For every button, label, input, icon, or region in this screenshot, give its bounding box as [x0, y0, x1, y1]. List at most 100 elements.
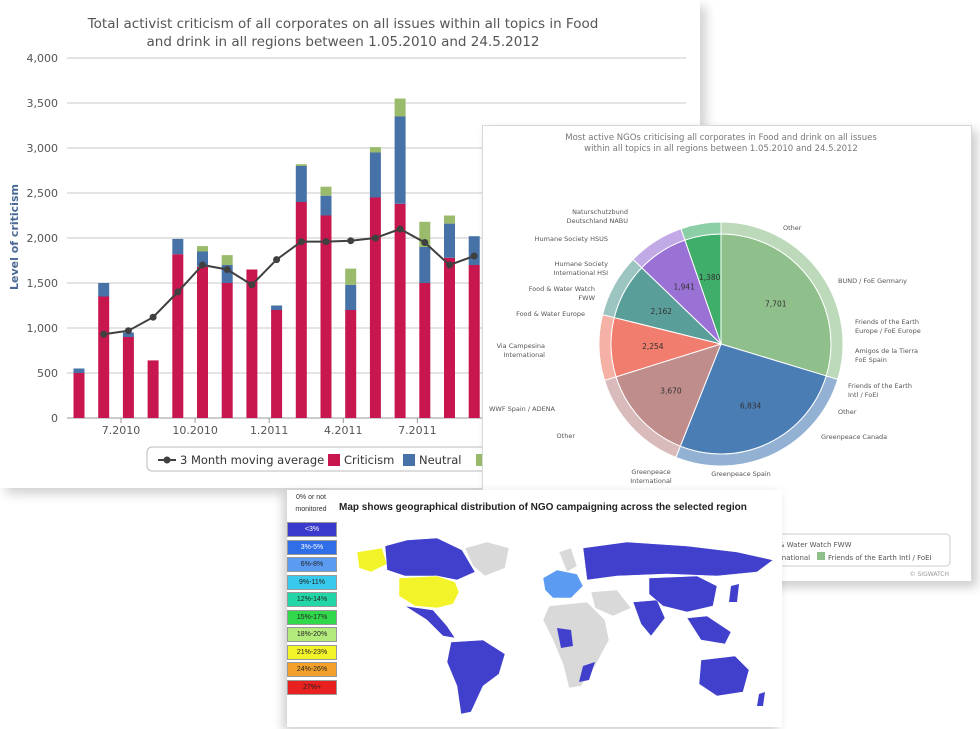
- bar-positive-6: [197, 246, 208, 252]
- y-tick-label: 500: [37, 367, 58, 380]
- pie-outer-label: Other: [783, 224, 802, 232]
- x-tick-label: 1.2011: [250, 424, 289, 437]
- bar-criticism-10: [295, 202, 307, 418]
- pie-outer-label: BUND / FoE Germany: [838, 277, 907, 285]
- moving-average-point-4: [174, 288, 182, 296]
- moving-average-point-9: [297, 238, 305, 246]
- moving-average-point-1: [100, 330, 108, 338]
- pie-outer-label: Intl / FoEI: [848, 391, 878, 399]
- bar-chart-title-line-1: Total activist criticism of all corporat…: [87, 16, 599, 32]
- pie-outer-label: International: [504, 351, 546, 359]
- moving-average-line: [103, 227, 475, 336]
- pie-outer-label: Deutschland NABU: [567, 217, 629, 225]
- bar-neutral-17: [468, 236, 480, 265]
- pie-outer-label: WWF Spain / ADENA: [489, 405, 556, 413]
- pie-legend-label: rnational: [779, 554, 810, 562]
- map-scale-item-10: 24%-26%: [287, 662, 337, 677]
- map-scale-item-9: 21%-23%: [287, 644, 337, 660]
- pie-outer-label: Food & Water Europe: [516, 310, 585, 318]
- map-scale-item-4: 6%-8%: [287, 557, 337, 572]
- bar-criticism-3: [122, 337, 134, 418]
- bar-criticism-5: [172, 254, 184, 418]
- pie-outer-label: Food & Water Watch: [529, 285, 595, 293]
- legend-label: 3 Month moving average: [180, 453, 324, 467]
- pie-legend-label: Friends of the Earth Intl / FoEI: [828, 554, 932, 562]
- bar-positive-12: [345, 268, 357, 285]
- pie-value-label-1: 7,701: [765, 299, 787, 308]
- moving-average-point-14: [421, 239, 429, 246]
- pie-outer-label: International HSI: [554, 269, 609, 277]
- bar-positive-14: [394, 98, 406, 117]
- map-scale-item-5: 9%-11%: [287, 574, 337, 590]
- y-tick-label: 3,000: [27, 142, 59, 155]
- moving-average-point-15: [446, 261, 453, 269]
- bar-neutral-16: [444, 223, 455, 258]
- pie-outer-label: Friends of the Earth: [848, 382, 912, 390]
- moving-average-point-8: [273, 256, 281, 264]
- map-scale-item-11: 27%+: [287, 679, 337, 695]
- y-tick-label: 2,000: [27, 232, 59, 245]
- pie-value-label-4: 2,254: [642, 342, 664, 351]
- bar-chart: Total activist criticism of all corporat…: [8, 16, 686, 472]
- pie-value-label-2: 6,834: [740, 401, 762, 410]
- bar-positive-16: [444, 215, 455, 224]
- map-china: [648, 575, 718, 613]
- pie-value-label-7: 1,380: [699, 273, 721, 282]
- moving-average-point-2: [124, 327, 132, 335]
- world-map: [356, 537, 774, 715]
- bar-criticism-16: [444, 257, 455, 418]
- moving-average-point-16: [470, 252, 478, 260]
- pie-outer-label: Greenpeace Canada: [821, 433, 887, 441]
- pie-value-label-5: 2,162: [651, 307, 673, 316]
- map-scandinavia: [558, 547, 578, 573]
- legend-point-symbol: [163, 456, 171, 464]
- legend-swatch: [403, 454, 415, 466]
- pie-outer-label: Humane Society: [555, 260, 609, 268]
- map-southeast-asia: [686, 615, 732, 645]
- pie-chart-legend: & Water Watch FWW rnational Friends of the…: [774, 533, 951, 567]
- bar-criticism-12: [345, 310, 357, 418]
- moving-average-point-13: [396, 225, 404, 233]
- bar-positive-11: [320, 186, 332, 196]
- bar-chart-title-line-2: and drink in all regions between 1.05.20…: [147, 34, 540, 50]
- moving-average-point-10: [322, 238, 330, 246]
- map-africa-highlight: [557, 628, 595, 682]
- pie-value-label-6: 1,941: [673, 283, 695, 292]
- y-tick-label: 1,500: [27, 277, 59, 290]
- bar-neutral-9: [271, 305, 283, 310]
- bar-criticism-13: [369, 197, 381, 418]
- map-scale-item-8: 18%-20%: [287, 627, 337, 642]
- pie-outer-label: Europe / FoE Europe: [855, 327, 921, 335]
- map-greenland: [464, 541, 510, 577]
- pie-outer-label: Other: [838, 408, 857, 416]
- pie-outer-label: Greenpeace: [631, 468, 670, 476]
- bar-neutral-11: [320, 195, 332, 216]
- bar-neutral-1: [73, 368, 85, 373]
- map-scale-item-3: 3%-5%: [287, 539, 337, 555]
- legend-label: Neutral: [419, 453, 461, 467]
- bar-positive-10: [295, 164, 307, 166]
- x-tick-label: 7.2010: [102, 424, 141, 437]
- bar-chart-legend: 3 Month moving average Criticism Neutral: [146, 446, 493, 472]
- map-panel: Map shows geographical distribution of N…: [287, 490, 782, 727]
- bar-neutral-13: [369, 152, 381, 198]
- bar-neutral-7: [221, 265, 233, 283]
- bar-criticism-1: [73, 373, 85, 418]
- y-tick-label: 0: [51, 412, 58, 425]
- pie-legend-label: & Water Watch FWW: [779, 541, 852, 549]
- bar-positive-15: [419, 221, 431, 247]
- y-tick-label: 1,000: [27, 322, 59, 335]
- bar-neutral-2: [98, 283, 110, 297]
- y-tick-label: 3,500: [27, 97, 59, 110]
- bar-neutral-10: [295, 166, 307, 202]
- pie-outer-label: FoE Spain: [855, 356, 887, 364]
- pie-ring-7: [680, 221, 722, 241]
- pie-outer-label: Friends of the Earth: [855, 318, 919, 326]
- pie-value-label-3: 3,670: [660, 386, 682, 395]
- pie-outer-label: Humane Society HSUS: [535, 235, 608, 243]
- legend-swatch: [328, 454, 340, 466]
- pie-outer-label: International: [630, 477, 672, 485]
- map-scale-item-7: 15%-17%: [287, 609, 337, 625]
- moving-average-point-12: [371, 234, 379, 242]
- pie-chart: Most active NGOs criticising all corpora…: [489, 133, 951, 578]
